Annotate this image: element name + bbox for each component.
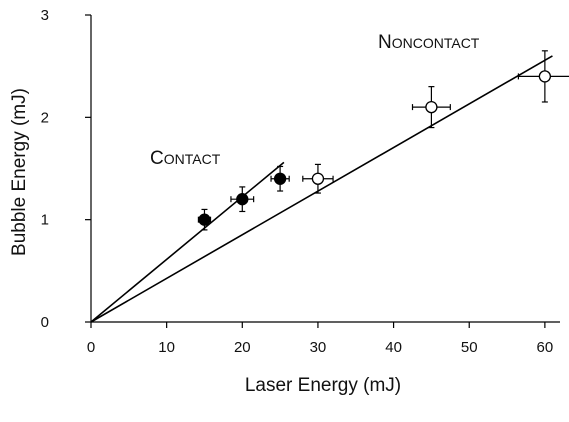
y-axis-label: Bubble Energy (mJ) bbox=[9, 88, 30, 256]
axes bbox=[90, 15, 560, 323]
series-labels: CONTACT NONCONTACT bbox=[150, 32, 480, 169]
data-point-contact bbox=[270, 165, 290, 192]
fit-line-contact bbox=[90, 161, 285, 323]
series-label-rest: ONTACT bbox=[164, 151, 221, 167]
y-tick-label: 2 bbox=[41, 109, 49, 126]
open-marker bbox=[538, 70, 552, 83]
fit-line-noncontact bbox=[90, 55, 553, 323]
y-tick-label: 0 bbox=[41, 314, 49, 331]
filled-marker bbox=[198, 213, 211, 226]
data-point-noncontact bbox=[517, 50, 569, 103]
series-label-initial: N bbox=[378, 32, 392, 53]
open-marker bbox=[311, 172, 325, 185]
y-tick-label: 1 bbox=[41, 212, 49, 229]
x-tick-label: 0 bbox=[87, 339, 95, 356]
data-point-contact bbox=[197, 208, 212, 231]
data-point-noncontact bbox=[302, 163, 334, 194]
x-tick-label: 10 bbox=[158, 339, 175, 356]
x-axis-label: Laser Energy (mJ) bbox=[245, 375, 401, 396]
series-label-noncontact: NONCONTACT bbox=[378, 32, 480, 53]
series-label-rest: ONCONTACT bbox=[392, 35, 480, 51]
x-tick-label: 20 bbox=[234, 339, 251, 356]
fit-lines bbox=[90, 55, 553, 323]
x-tick-label: 30 bbox=[310, 339, 327, 356]
filled-marker bbox=[236, 193, 249, 206]
x-tick-label: 50 bbox=[461, 339, 478, 356]
series-label-initial: C bbox=[150, 148, 164, 169]
y-ticks: 0 1 2 3 bbox=[41, 7, 91, 331]
y-tick-label: 3 bbox=[41, 7, 49, 24]
x-ticks: 0 10 20 30 40 50 60 bbox=[87, 322, 553, 356]
open-marker bbox=[425, 100, 438, 114]
data-point-noncontact bbox=[411, 86, 451, 129]
filled-marker bbox=[273, 172, 287, 185]
x-tick-label: 60 bbox=[537, 339, 554, 356]
data-points bbox=[197, 50, 569, 231]
x-tick-label: 40 bbox=[385, 339, 402, 356]
series-label-contact: CONTACT bbox=[150, 148, 221, 169]
data-point-contact bbox=[230, 186, 255, 213]
